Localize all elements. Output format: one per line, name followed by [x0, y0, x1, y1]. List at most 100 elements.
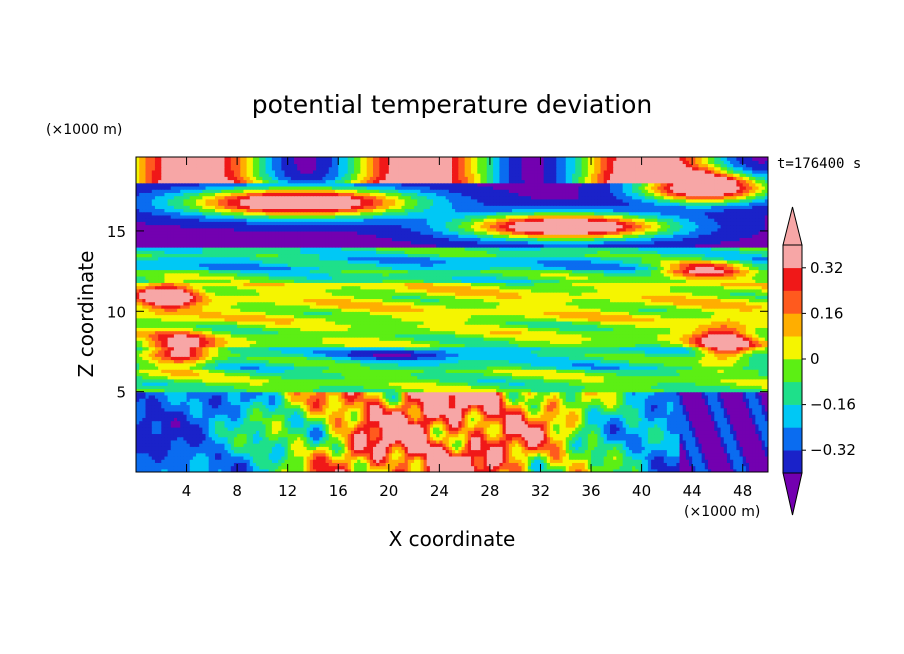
- contour-cell: [707, 465, 712, 470]
- contour-cell: [180, 455, 184, 460]
- contour-cell: [369, 410, 374, 415]
- contour-cell: [632, 449, 636, 454]
- contour-cell: [553, 459, 557, 463]
- contour-cell: [572, 449, 576, 454]
- contour-cell: [613, 439, 617, 444]
- contour-cell: [622, 462, 627, 467]
- contour-cell: [540, 427, 545, 431]
- contour-cell: [461, 410, 466, 415]
- contour-cell: [603, 410, 608, 415]
- contour-cell: [755, 462, 760, 467]
- contour-cell: [496, 414, 500, 418]
- contour-cell: [458, 446, 463, 451]
- contour-cell: [711, 455, 715, 460]
- contour-cell: [581, 410, 586, 415]
- contour-cell: [632, 465, 636, 470]
- contour-cell: [628, 468, 633, 472]
- contour-cell: [518, 449, 523, 454]
- contour-cell: [252, 459, 257, 463]
- contour-cell: [417, 433, 421, 438]
- contour-cell: [651, 420, 655, 425]
- contour-cell: [458, 433, 463, 438]
- contour-cell: [215, 414, 219, 418]
- contour-cell: [290, 420, 295, 425]
- contour-cell: [666, 449, 671, 454]
- contour-cell: [452, 455, 456, 460]
- contour-cell: [218, 427, 222, 431]
- contour-cell: [407, 433, 412, 438]
- contour-cell: [278, 420, 282, 425]
- contour-cell: [676, 414, 681, 418]
- contour-cell: [426, 449, 431, 454]
- contour-cell: [568, 417, 573, 422]
- contour-cell: [328, 414, 333, 418]
- contour-cell: [625, 443, 630, 447]
- contour-cell: [455, 462, 459, 467]
- contour-cell: [739, 423, 744, 428]
- contour-cell: [486, 465, 491, 470]
- contour-cell: [568, 465, 573, 470]
- contour-cell: [391, 462, 396, 467]
- contour-cell: [275, 449, 279, 454]
- contour-cell: [347, 430, 352, 435]
- contour-cell: [350, 430, 355, 435]
- contour-cell: [458, 468, 463, 472]
- contour-cell: [186, 417, 191, 422]
- contour-cell: [170, 417, 175, 422]
- contour-cell: [531, 430, 535, 435]
- contour-cell: [635, 410, 640, 415]
- contour-cell: [549, 452, 554, 457]
- contour-cell: [139, 455, 143, 460]
- contour-cell: [407, 446, 412, 451]
- contour-cell: [701, 414, 706, 418]
- contour-cell: [679, 417, 684, 422]
- contour-cell: [237, 436, 241, 441]
- contour-cell: [139, 427, 143, 431]
- contour-cell: [483, 465, 488, 470]
- contour-cell: [499, 468, 504, 472]
- contour-cell: [154, 459, 159, 463]
- contour-cell: [695, 439, 700, 444]
- contour-cell: [657, 446, 662, 451]
- contour-cell: [531, 439, 535, 444]
- contour-cell: [695, 446, 700, 451]
- contour-cell: [565, 468, 570, 472]
- contour-cell: [461, 423, 466, 428]
- contour-cell: [192, 427, 197, 431]
- contour-cell: [271, 436, 276, 441]
- contour-cell: [417, 407, 421, 412]
- contour-cell: [673, 443, 677, 447]
- contour-cell: [256, 465, 260, 470]
- contour-cell: [638, 420, 643, 425]
- contour-cell: [689, 452, 693, 457]
- contour-cell: [211, 430, 216, 435]
- contour-cell: [745, 465, 750, 470]
- contour-cell: [452, 414, 456, 418]
- contour-cell: [527, 414, 532, 418]
- contour-cell: [262, 414, 267, 418]
- contour-cell: [319, 462, 324, 467]
- contour-cell: [486, 462, 491, 467]
- contour-cell: [521, 410, 526, 415]
- contour-cell: [742, 410, 747, 415]
- contour-cell: [616, 446, 621, 451]
- contour-cell: [423, 427, 428, 431]
- contour-cell: [319, 465, 324, 470]
- contour-cell: [158, 465, 162, 470]
- contour-cell: [549, 414, 554, 418]
- contour-cell: [660, 427, 665, 431]
- contour-cell: [531, 459, 535, 463]
- contour-cell: [439, 427, 444, 431]
- contour-cell: [281, 436, 286, 441]
- contour-cell: [448, 455, 453, 460]
- contour-cell: [470, 423, 475, 428]
- contour-cell: [354, 427, 358, 431]
- contour-cell: [177, 430, 181, 435]
- contour-cell: [271, 414, 276, 418]
- contour-cell: [448, 417, 453, 422]
- contour-cell: [565, 433, 570, 438]
- contour-cell: [565, 427, 570, 431]
- contour-cell: [502, 443, 507, 447]
- contour-cell: [726, 443, 731, 447]
- contour-cell: [676, 420, 681, 425]
